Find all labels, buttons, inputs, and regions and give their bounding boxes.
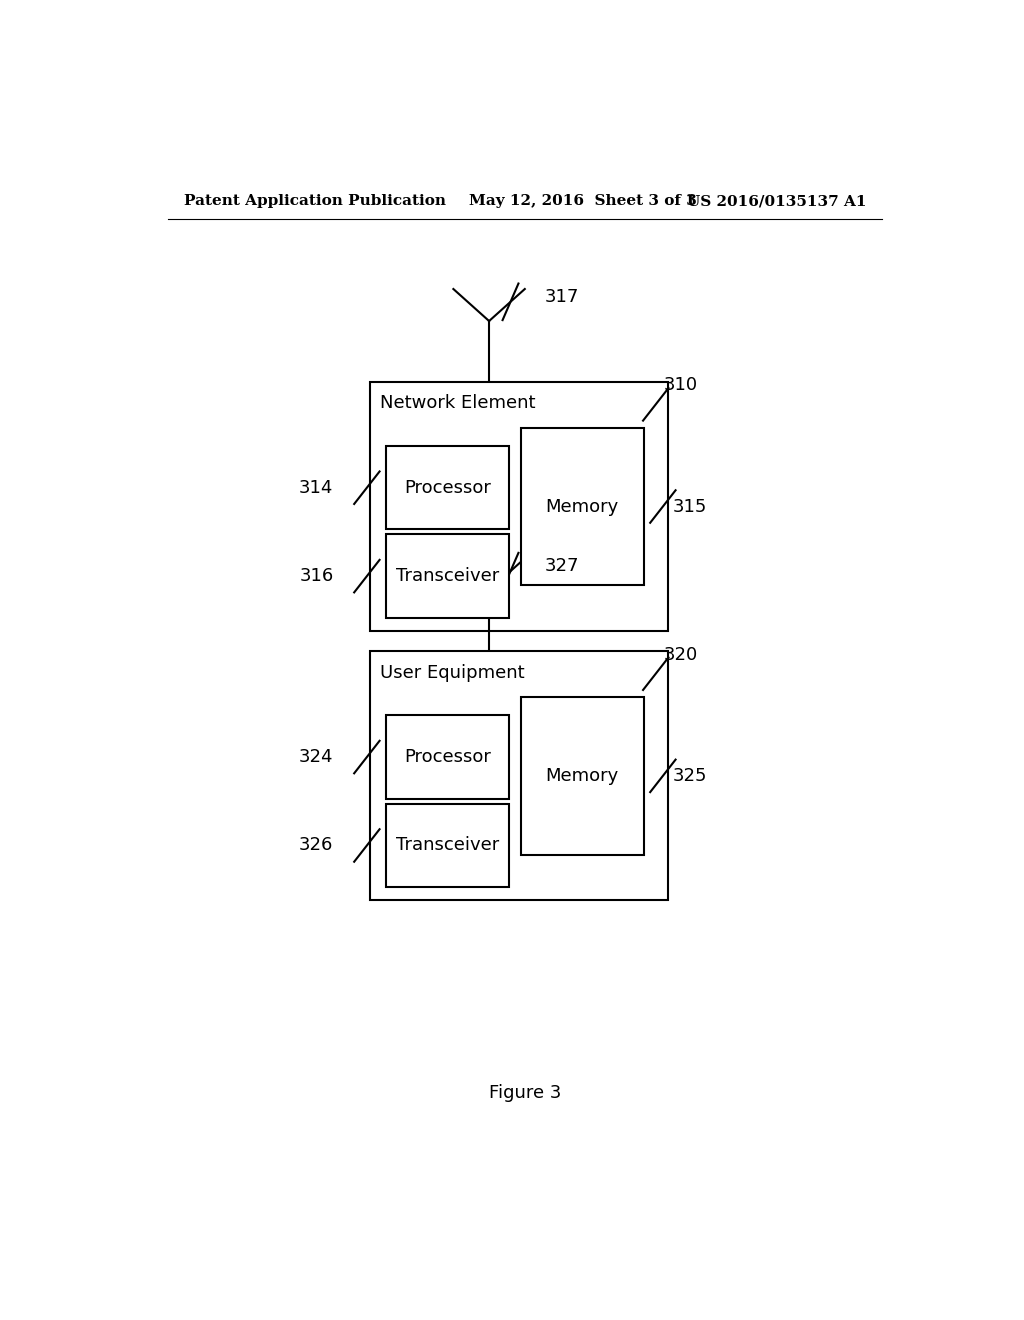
Text: 315: 315 bbox=[673, 498, 707, 516]
Text: 324: 324 bbox=[299, 748, 334, 766]
Text: Transceiver: Transceiver bbox=[396, 837, 499, 854]
Bar bbox=[370, 381, 668, 631]
Bar bbox=[386, 446, 509, 529]
Text: Figure 3: Figure 3 bbox=[488, 1085, 561, 1102]
Text: Memory: Memory bbox=[546, 498, 618, 516]
Text: User Equipment: User Equipment bbox=[380, 664, 524, 681]
Text: Network Element: Network Element bbox=[380, 395, 536, 412]
Text: 327: 327 bbox=[545, 557, 580, 576]
Text: 316: 316 bbox=[299, 568, 334, 585]
Bar bbox=[386, 804, 509, 887]
Text: Patent Application Publication: Patent Application Publication bbox=[183, 194, 445, 209]
Text: Processor: Processor bbox=[404, 479, 490, 496]
Text: Memory: Memory bbox=[546, 767, 618, 785]
Bar bbox=[386, 715, 509, 799]
Text: Processor: Processor bbox=[404, 748, 490, 766]
Text: May 12, 2016  Sheet 3 of 3: May 12, 2016 Sheet 3 of 3 bbox=[469, 194, 697, 209]
Text: 310: 310 bbox=[664, 376, 697, 395]
Text: Transceiver: Transceiver bbox=[396, 568, 499, 585]
Bar bbox=[386, 535, 509, 618]
Bar bbox=[370, 651, 668, 900]
Bar bbox=[521, 697, 644, 854]
Text: 317: 317 bbox=[545, 288, 579, 306]
Text: 325: 325 bbox=[673, 767, 707, 785]
Text: 320: 320 bbox=[664, 645, 698, 664]
Text: 326: 326 bbox=[299, 837, 334, 854]
Bar bbox=[521, 428, 644, 585]
Text: US 2016/0135137 A1: US 2016/0135137 A1 bbox=[686, 194, 866, 209]
Text: 314: 314 bbox=[299, 479, 334, 496]
